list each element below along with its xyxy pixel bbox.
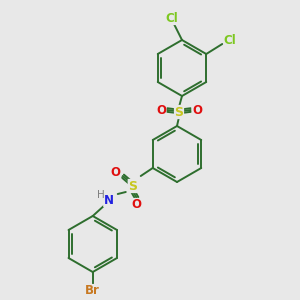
Text: O: O — [132, 199, 142, 212]
Text: Br: Br — [85, 284, 100, 298]
Text: S: S — [128, 179, 137, 193]
Text: H: H — [97, 190, 105, 200]
Text: Cl: Cl — [224, 34, 237, 46]
Text: N: N — [104, 194, 114, 206]
Text: S: S — [175, 106, 184, 118]
Text: O: O — [192, 103, 202, 116]
Text: Cl: Cl — [166, 11, 178, 25]
Text: O: O — [111, 166, 121, 178]
Text: O: O — [156, 103, 166, 116]
